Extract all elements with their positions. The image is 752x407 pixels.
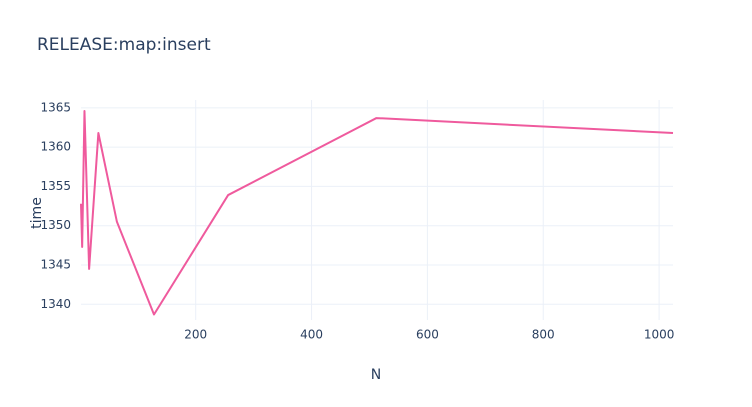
y-tick-label: 1340	[40, 297, 71, 311]
x-tick-label: 600	[416, 328, 439, 342]
y-tick-label: 1350	[40, 218, 71, 232]
x-tick-label: 400	[300, 328, 323, 342]
x-tick-label: 1000	[644, 328, 675, 342]
y-tick-label: 1365	[40, 100, 71, 114]
x-axis-title: N	[371, 367, 381, 383]
y-tick-label: 1360	[40, 140, 71, 154]
chart-title: RELEASE:map:insert	[37, 35, 211, 55]
y-tick-label: 1345	[40, 258, 71, 272]
x-tick-label: 200	[184, 328, 207, 342]
y-tick-label: 1355	[40, 179, 71, 193]
y-axis-title: time	[29, 197, 45, 229]
x-tick-label: 800	[532, 328, 555, 342]
data-line	[80, 110, 674, 316]
